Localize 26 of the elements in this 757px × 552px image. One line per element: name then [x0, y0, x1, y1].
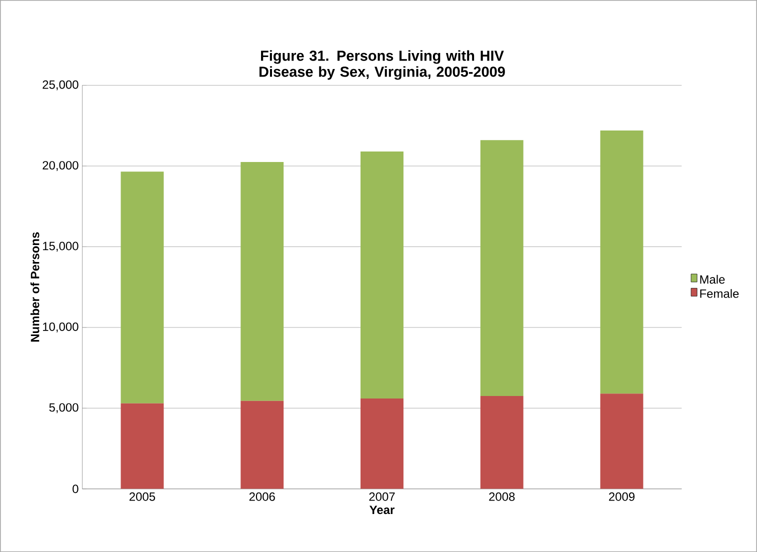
- y-axis-title: Number of Persons: [30, 232, 40, 342]
- bar: [600, 130, 644, 394]
- x-axis-title: Year: [370, 506, 394, 514]
- y-tick-label: 10,000: [43, 322, 78, 332]
- bar: [360, 151, 404, 398]
- y-tick-label: 20,000: [42, 160, 78, 171]
- bar: [120, 403, 164, 489]
- y-tick-label: 25,000: [42, 80, 78, 90]
- x-tick-label: 2007: [369, 492, 395, 501]
- legend-label: Male: [700, 274, 725, 284]
- chart-title: Figure 31. Persons Living with HIV Disease by Sex, Virginia, 2005-2009: [260, 50, 505, 80]
- y-tick-label: 5,000: [49, 403, 78, 414]
- y-tick-label: 0: [72, 484, 78, 494]
- bar: [120, 172, 164, 404]
- bar: [600, 394, 644, 489]
- x-tick-label: 2005: [130, 492, 156, 501]
- x-tick-label: 2009: [609, 492, 634, 501]
- legend-label: Female: [700, 288, 739, 298]
- x-tick-label: 2008: [489, 492, 515, 501]
- y-tick-label: 15,000: [43, 242, 78, 252]
- bar: [480, 140, 524, 396]
- bar: [360, 398, 404, 489]
- bar: [240, 400, 284, 489]
- bar: [240, 162, 284, 401]
- x-tick-label: 2006: [249, 492, 275, 501]
- bar: [480, 396, 524, 489]
